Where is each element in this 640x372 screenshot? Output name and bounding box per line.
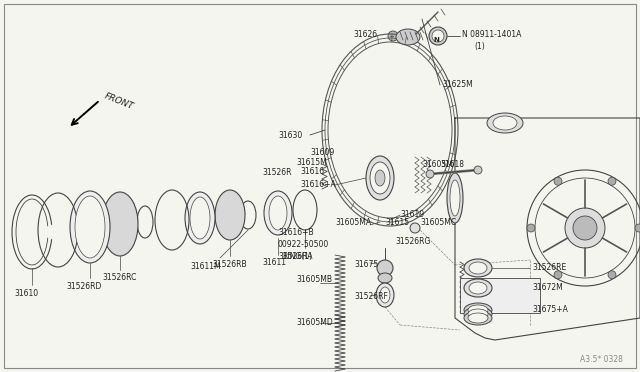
Ellipse shape xyxy=(190,197,210,239)
Text: 31672M: 31672M xyxy=(532,283,563,292)
Circle shape xyxy=(388,31,398,41)
Text: 31675: 31675 xyxy=(354,260,378,269)
Text: 31609: 31609 xyxy=(310,148,334,157)
Text: 31616+B: 31616+B xyxy=(278,228,314,237)
Ellipse shape xyxy=(376,283,394,307)
Text: 31625M: 31625M xyxy=(442,80,473,89)
Ellipse shape xyxy=(396,29,420,45)
Ellipse shape xyxy=(469,262,487,274)
Text: 31615M: 31615M xyxy=(296,158,327,167)
Text: 31616: 31616 xyxy=(300,167,324,176)
Ellipse shape xyxy=(370,162,390,194)
Circle shape xyxy=(635,224,640,232)
Text: 31605MC: 31605MC xyxy=(420,218,456,227)
Text: 31526RA: 31526RA xyxy=(278,252,312,261)
Ellipse shape xyxy=(464,303,492,317)
Ellipse shape xyxy=(215,190,245,240)
Text: 31616+A: 31616+A xyxy=(300,180,336,189)
Circle shape xyxy=(377,260,393,276)
Circle shape xyxy=(573,216,597,240)
Ellipse shape xyxy=(269,196,287,230)
Text: 31526R: 31526R xyxy=(262,168,291,177)
Bar xyxy=(460,278,540,313)
Text: N: N xyxy=(433,37,439,43)
Text: (1): (1) xyxy=(474,42,484,51)
Text: 31526RD: 31526RD xyxy=(66,282,101,291)
Text: 31605MB: 31605MB xyxy=(296,275,332,284)
Circle shape xyxy=(474,166,482,174)
Text: 31626: 31626 xyxy=(353,30,377,39)
Text: 31630: 31630 xyxy=(278,131,302,140)
Ellipse shape xyxy=(102,192,138,256)
Circle shape xyxy=(527,224,535,232)
Ellipse shape xyxy=(366,156,394,200)
Text: 31605MD: 31605MD xyxy=(296,318,333,327)
Circle shape xyxy=(554,177,562,185)
Circle shape xyxy=(608,177,616,185)
Ellipse shape xyxy=(468,309,488,319)
Ellipse shape xyxy=(487,113,523,133)
Ellipse shape xyxy=(493,116,517,130)
Ellipse shape xyxy=(464,307,492,321)
Circle shape xyxy=(565,208,605,248)
Text: 31605MA: 31605MA xyxy=(335,218,371,227)
Text: 31526RE: 31526RE xyxy=(532,263,566,272)
Polygon shape xyxy=(455,118,640,340)
Text: 31611M: 31611M xyxy=(190,262,221,271)
Ellipse shape xyxy=(468,305,488,315)
Ellipse shape xyxy=(447,173,463,223)
Ellipse shape xyxy=(464,259,492,277)
Circle shape xyxy=(426,170,434,178)
Text: 31526RG: 31526RG xyxy=(395,237,430,246)
Ellipse shape xyxy=(375,170,385,186)
Text: 31618: 31618 xyxy=(440,160,464,169)
Circle shape xyxy=(554,271,562,279)
Circle shape xyxy=(608,271,616,279)
Text: RING(1): RING(1) xyxy=(282,252,312,261)
Ellipse shape xyxy=(450,180,460,216)
Text: 31615: 31615 xyxy=(385,218,409,227)
Text: N 08911-1401A: N 08911-1401A xyxy=(462,30,522,39)
Text: 31675+A: 31675+A xyxy=(532,305,568,314)
Ellipse shape xyxy=(464,279,492,297)
Text: FRONT: FRONT xyxy=(103,92,135,112)
Ellipse shape xyxy=(380,287,390,303)
Text: A3.5* 0328: A3.5* 0328 xyxy=(580,355,623,364)
Text: 31526RC: 31526RC xyxy=(102,273,136,282)
Ellipse shape xyxy=(75,196,105,258)
Circle shape xyxy=(432,30,444,42)
Circle shape xyxy=(429,27,447,45)
Ellipse shape xyxy=(469,282,487,294)
Text: 31526RB: 31526RB xyxy=(212,260,246,269)
Circle shape xyxy=(410,223,420,233)
Text: 00922-50500: 00922-50500 xyxy=(278,240,329,249)
Text: 31619: 31619 xyxy=(400,210,424,219)
Ellipse shape xyxy=(264,191,292,235)
Ellipse shape xyxy=(378,273,392,283)
Text: 31526RF: 31526RF xyxy=(354,292,388,301)
Text: 31611: 31611 xyxy=(262,258,286,267)
Ellipse shape xyxy=(464,311,492,325)
Text: 31610: 31610 xyxy=(14,289,38,298)
Ellipse shape xyxy=(70,191,110,263)
Ellipse shape xyxy=(185,192,215,244)
Ellipse shape xyxy=(468,313,488,323)
Text: 31605M: 31605M xyxy=(422,160,453,169)
